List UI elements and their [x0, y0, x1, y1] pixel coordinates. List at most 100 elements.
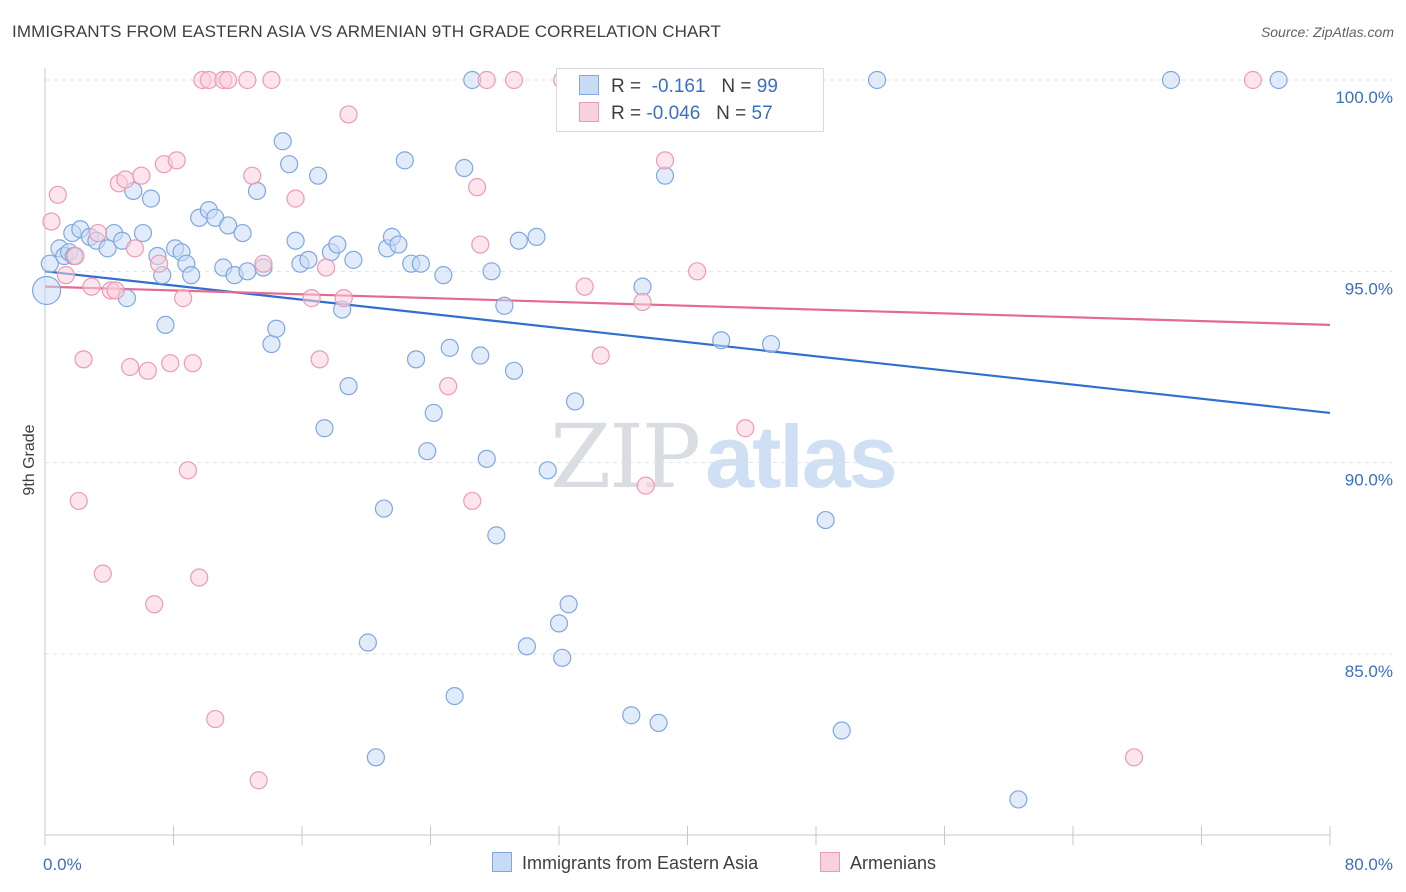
point-eastern-asia [1161, 70, 1181, 90]
point-armenians [591, 346, 610, 365]
point-armenians [190, 568, 209, 587]
point-armenians [66, 246, 85, 266]
point-armenians [467, 178, 487, 197]
bottom-legend-eastern-asia[interactable]: Immigrants from Eastern Asia [492, 852, 758, 874]
legend-n-label: N = [716, 103, 747, 124]
point-armenians [69, 491, 88, 511]
point-armenians [334, 289, 353, 308]
point-armenians [82, 277, 101, 296]
point-armenians [93, 564, 112, 583]
point-eastern-asia [98, 239, 117, 258]
point-armenians [219, 70, 238, 90]
point-armenians [262, 70, 281, 90]
bottom-legend-label: Armenians [850, 853, 937, 873]
point-armenians [316, 258, 336, 277]
x-tick-label: 80.0% [1345, 855, 1393, 874]
point-eastern-asia [273, 132, 292, 151]
point-armenians [48, 185, 67, 204]
point-armenians [688, 262, 707, 281]
point-eastern-asia [233, 223, 252, 243]
trendlines [44, 270, 1331, 415]
point-eastern-asia [867, 70, 887, 90]
point-armenians [178, 461, 198, 480]
point-eastern-asia [527, 227, 546, 246]
bottom-legend-swatch-eastern-asia [492, 852, 512, 872]
point-eastern-asia [761, 334, 781, 354]
point-armenians [106, 281, 125, 300]
point-eastern-asia [308, 166, 328, 185]
legend-r-label: R = [611, 76, 642, 97]
point-armenians [302, 289, 321, 308]
point-eastern-asia [440, 338, 459, 357]
point-eastern-asia [549, 614, 569, 633]
bottom-legend-label: Immigrants from Eastern Asia [522, 853, 759, 873]
legend-r-label: R = [611, 103, 642, 124]
point-eastern-asia [553, 648, 572, 667]
point-armenians [1243, 70, 1263, 90]
point-eastern-asia [445, 686, 464, 706]
point-armenians [145, 595, 164, 614]
point-eastern-asia [559, 595, 578, 614]
point-armenians [339, 105, 358, 124]
point-eastern-asia [219, 216, 238, 235]
point-armenians [174, 289, 193, 308]
point-eastern-asia [477, 449, 496, 468]
point-armenians [116, 170, 135, 189]
point-armenians [471, 235, 490, 254]
y-tick-label: 90.0% [1345, 471, 1393, 490]
point-armenians [249, 771, 268, 790]
legend-row-armenians: R = -0.046 N = 57 [579, 102, 773, 126]
point-eastern-asia [328, 235, 347, 254]
point-armenians [575, 277, 594, 296]
y-tick-label: 85.0% [1345, 662, 1393, 681]
point-eastern-asia [32, 275, 62, 306]
point-armenians [132, 166, 151, 185]
point-eastern-asia [455, 158, 474, 178]
point-eastern-asia [424, 403, 443, 423]
point-eastern-asia [517, 637, 536, 656]
point-eastern-asia [262, 334, 281, 354]
point-eastern-asia [509, 231, 528, 250]
point-armenians [463, 491, 482, 511]
point-eastern-asia [565, 392, 585, 411]
legend: R = -0.161 N = 99 R = -0.046 N = 57 [556, 68, 824, 132]
point-eastern-asia [655, 166, 675, 185]
point-eastern-asia [286, 231, 305, 250]
point-armenians [243, 166, 262, 185]
point-eastern-asia [156, 315, 175, 335]
point-eastern-asia [247, 181, 267, 201]
point-armenians [310, 350, 329, 369]
point-eastern-asia [1009, 790, 1028, 809]
point-armenians [56, 266, 75, 285]
legend-swatch-armenians [579, 102, 599, 122]
point-eastern-asia [649, 713, 668, 732]
point-eastern-asia [538, 461, 557, 480]
y-tick-label: 95.0% [1345, 279, 1393, 298]
point-eastern-asia [358, 633, 377, 652]
point-armenians [42, 212, 61, 231]
legend-n-label: N = [721, 76, 752, 97]
point-eastern-asia [344, 250, 363, 269]
point-eastern-asia [504, 361, 524, 380]
point-eastern-asia [406, 350, 426, 369]
legend-r-value: -0.161 [651, 76, 706, 97]
data-points [32, 70, 1288, 809]
point-eastern-asia [182, 266, 201, 285]
bottom-legend-armenians[interactable]: Armenians [820, 852, 936, 874]
point-eastern-asia [389, 235, 408, 254]
point-eastern-asia [622, 706, 641, 725]
point-armenians [736, 419, 755, 438]
point-armenians [655, 151, 675, 170]
point-armenians [88, 223, 108, 243]
gridlines [45, 79, 1392, 655]
point-eastern-asia [267, 319, 286, 338]
point-eastern-asia [411, 254, 430, 273]
point-eastern-asia [141, 189, 161, 208]
point-eastern-asia [395, 151, 414, 170]
point-eastern-asia [832, 721, 851, 740]
point-armenians [633, 292, 652, 312]
watermark: ZIPatlas [550, 405, 898, 508]
point-eastern-asia [712, 331, 731, 350]
axes [44, 68, 1331, 845]
